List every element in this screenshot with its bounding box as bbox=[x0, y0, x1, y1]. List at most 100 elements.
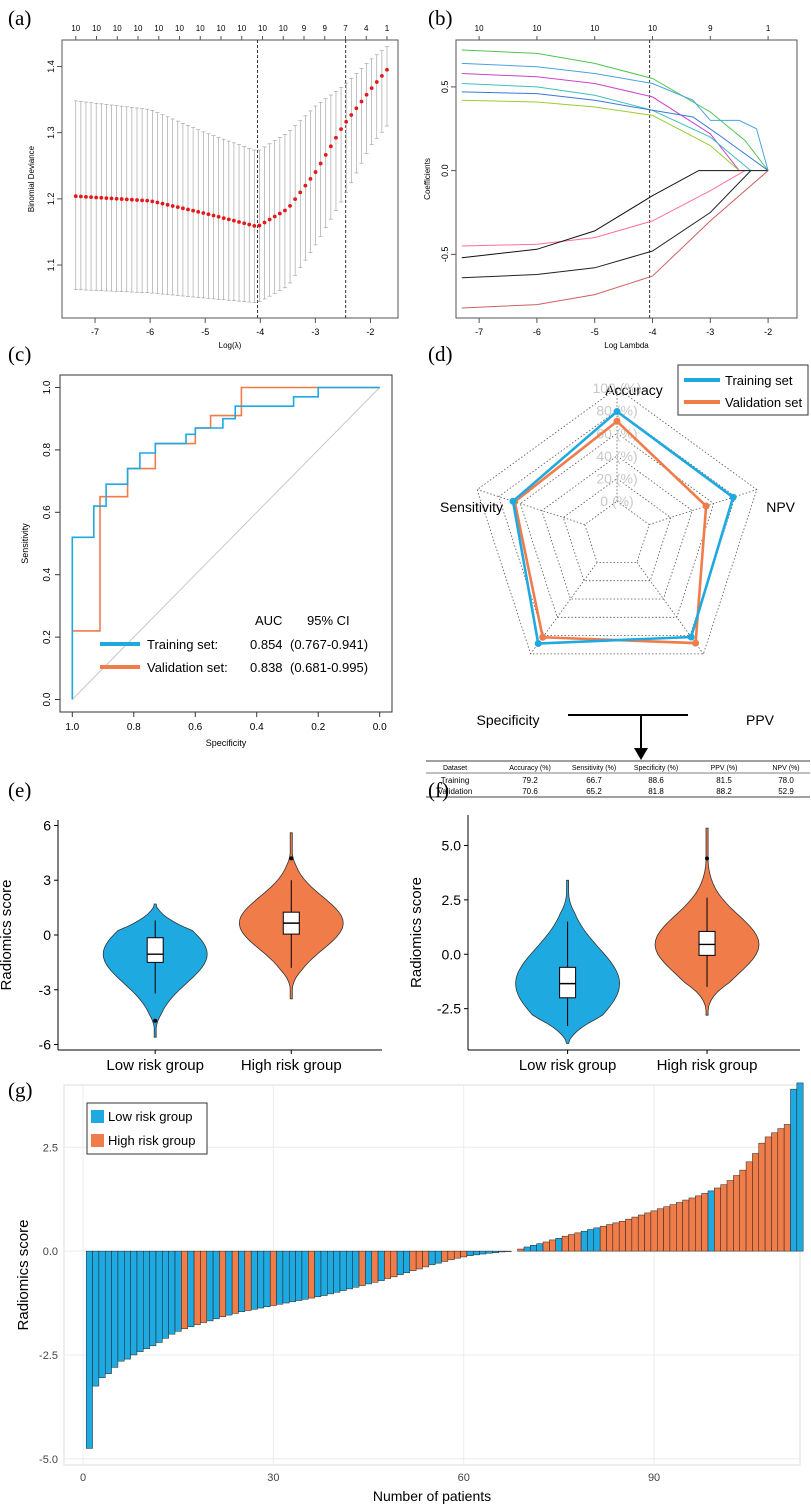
d-radar-point bbox=[539, 633, 547, 641]
c-roc-curve bbox=[71, 386, 380, 700]
g-patient-bar bbox=[231, 1250, 239, 1314]
g-patient-bar bbox=[625, 1218, 633, 1252]
g-patient-bar bbox=[466, 1250, 474, 1256]
d-axis-label: PPV bbox=[746, 712, 775, 728]
a-deviance-point bbox=[114, 196, 119, 201]
a-deviance-point bbox=[283, 208, 287, 213]
d-radar-ring bbox=[541, 455, 693, 600]
c-y-axis-label: Sensitivity bbox=[20, 523, 30, 564]
a-deviance-point bbox=[272, 214, 277, 219]
b-coefficient-path bbox=[461, 73, 740, 171]
d-legend-box bbox=[677, 364, 809, 416]
g-patient-bar bbox=[320, 1250, 328, 1296]
b-x-tick-label: -7 bbox=[475, 327, 483, 337]
g-patient-bar bbox=[263, 1250, 271, 1308]
e-category-label: Low risk group bbox=[106, 1057, 204, 1074]
g-patient-bar bbox=[181, 1250, 188, 1330]
a-deviance-point bbox=[155, 200, 160, 205]
d-table-cell: 79.2 bbox=[522, 776, 538, 785]
c-legend-name: Training set: bbox=[147, 637, 218, 652]
a-deviance-point bbox=[247, 222, 252, 227]
a-deviance-point bbox=[181, 206, 185, 211]
b-coefficient-path bbox=[461, 62, 769, 171]
g-x-tick-label: 90 bbox=[648, 1472, 660, 1484]
g-patient-bar bbox=[479, 1250, 487, 1255]
g-y-tick-label: 0.0 bbox=[43, 1246, 58, 1258]
a-y-tick-label: 1.3 bbox=[46, 126, 56, 139]
g-x-tick-label: 30 bbox=[267, 1472, 279, 1484]
b-coefficient-path bbox=[461, 170, 752, 279]
g-patient-bar bbox=[308, 1250, 315, 1299]
b-coefficient-path bbox=[461, 99, 740, 171]
a-top-tick-label: 10 bbox=[258, 24, 267, 33]
c-legend-ci: (0.681-0.995) bbox=[290, 660, 368, 675]
g-patient-bar bbox=[695, 1195, 702, 1252]
a-top-tick-label: 4 bbox=[364, 24, 369, 33]
g-patient-bar bbox=[396, 1250, 404, 1276]
a-top-tick-label: 10 bbox=[71, 24, 80, 33]
c-x-tick-label: 0.4 bbox=[250, 722, 264, 733]
a-deviance-point bbox=[242, 221, 247, 226]
d-table-header: Sensitivity (%) bbox=[572, 765, 616, 772]
a-deviance-point bbox=[374, 80, 379, 84]
a-deviance-point bbox=[206, 212, 211, 217]
e-box bbox=[146, 937, 164, 963]
a-deviance-point bbox=[288, 203, 292, 208]
g-patient-bar bbox=[771, 1132, 779, 1252]
a-y-tick-label: 1.2 bbox=[46, 193, 56, 206]
g-patient-bar bbox=[358, 1250, 366, 1286]
g-patient-bar bbox=[371, 1250, 379, 1283]
d-axis-label: Sensitivity bbox=[440, 499, 503, 515]
g-patient-bar bbox=[85, 1250, 93, 1449]
g-y-tick-label: -2.5 bbox=[39, 1350, 58, 1362]
g-patient-bar bbox=[536, 1243, 544, 1252]
d-radar-ring bbox=[584, 500, 650, 563]
a-deviance-point bbox=[109, 196, 114, 201]
d-radar-spoke bbox=[477, 489, 585, 525]
c-y-tick-label: 1.0 bbox=[42, 380, 53, 394]
g-patient-bar bbox=[447, 1250, 455, 1261]
c-y-tick-label: 0.0 bbox=[42, 692, 53, 706]
g-patient-bar bbox=[498, 1250, 506, 1253]
g-legend-name: High risk group bbox=[108, 1133, 195, 1148]
g-patient-bar bbox=[669, 1204, 677, 1252]
g-patient-bar bbox=[238, 1250, 246, 1312]
g-patient-bar bbox=[365, 1250, 372, 1285]
d-radar-point bbox=[509, 497, 517, 505]
a-deviance-point bbox=[94, 195, 99, 200]
a-y-tick-label: 1.1 bbox=[46, 259, 56, 272]
a-deviance-point bbox=[145, 198, 150, 203]
a-top-tick-label: 10 bbox=[154, 24, 163, 33]
a-top-tick-label: 10 bbox=[113, 24, 122, 33]
b-top-tick-label: 10 bbox=[648, 24, 657, 33]
a-deviance-point bbox=[237, 220, 241, 224]
a-deviance-point bbox=[252, 223, 257, 228]
c-reference-diagonal bbox=[71, 387, 381, 700]
d-table-header: NPV (%) bbox=[772, 765, 799, 772]
a-x-tick-label: -7 bbox=[91, 327, 99, 337]
f-y-tick-label: 0.0 bbox=[442, 946, 462, 962]
g-patient-bar bbox=[276, 1250, 284, 1305]
g-patient-bar bbox=[174, 1250, 182, 1332]
b-top-tick-label: 1 bbox=[766, 24, 771, 33]
g-patient-bar bbox=[162, 1250, 169, 1339]
e-category-label: High risk group bbox=[241, 1057, 342, 1074]
d-table-cell: 66.7 bbox=[586, 776, 602, 785]
b-y-tick-label: 0.5 bbox=[440, 81, 450, 94]
b-x-tick-label: -3 bbox=[706, 327, 714, 337]
g-y-axis-label: Radiomics score bbox=[15, 1220, 32, 1331]
a-deviance-point bbox=[323, 153, 328, 157]
g-patient-bar bbox=[130, 1250, 138, 1356]
a-deviance-point bbox=[328, 144, 333, 149]
g-patient-bar bbox=[428, 1250, 436, 1266]
c-legend-name: Validation set: bbox=[147, 660, 228, 675]
a-top-tick-label: 9 bbox=[323, 24, 328, 33]
c-x-tick-label: 0.8 bbox=[127, 722, 141, 733]
panel-label-c: (c) bbox=[8, 342, 32, 366]
c-x-tick-label: 0.2 bbox=[311, 722, 325, 733]
b-y-tick-label: 0.0 bbox=[440, 164, 450, 177]
b-coefficient-path bbox=[461, 83, 752, 171]
a-top-tick-label: 7 bbox=[343, 24, 348, 33]
a-top-tick-label: 10 bbox=[279, 24, 288, 33]
c-y-tick-label: 0.2 bbox=[42, 630, 53, 644]
